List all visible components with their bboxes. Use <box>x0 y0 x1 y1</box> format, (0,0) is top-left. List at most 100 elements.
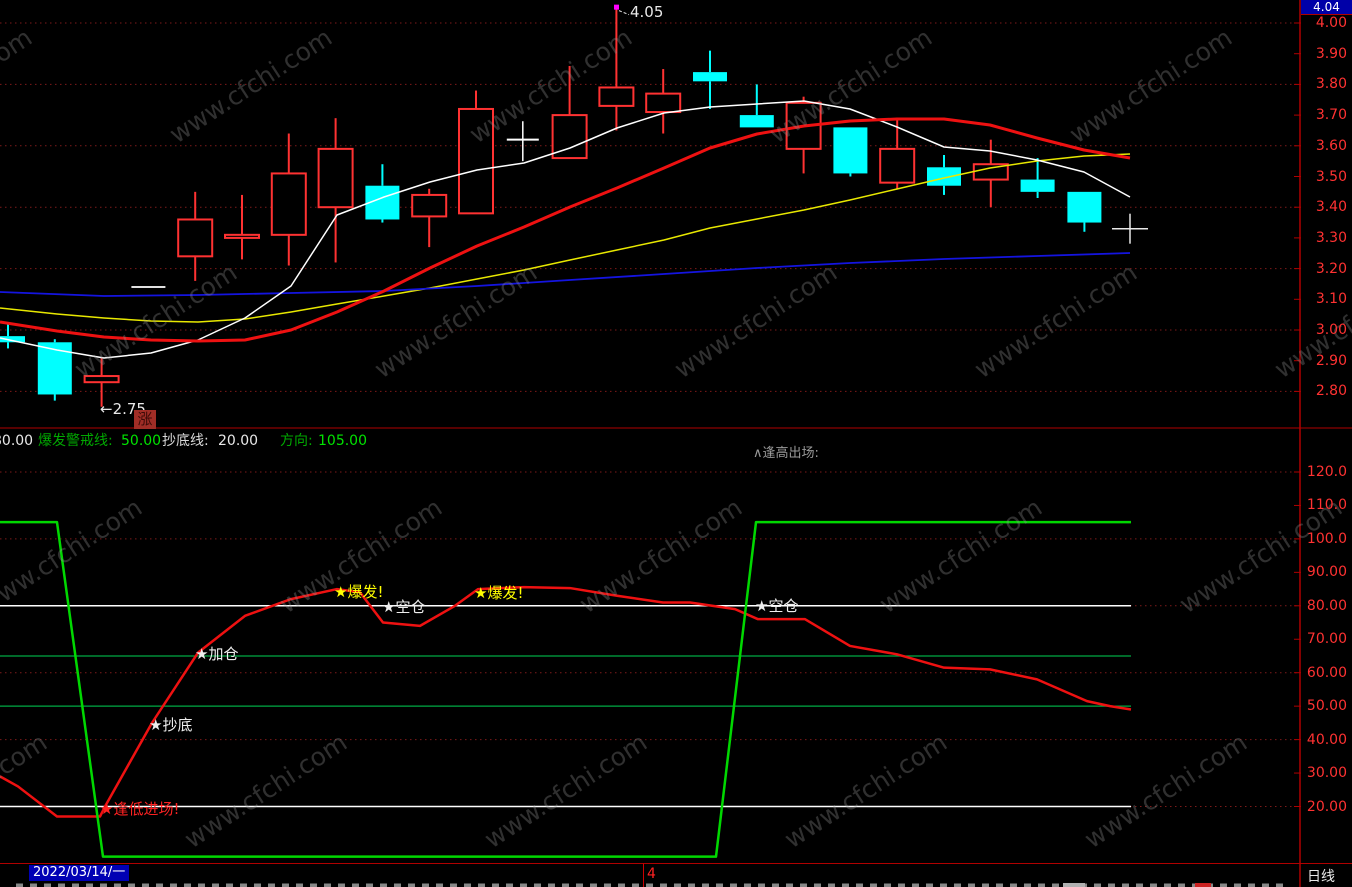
crosshair-price-badge: 4.04 <box>1301 0 1352 15</box>
clipped-text-row <box>450 883 457 887</box>
indicator-header-value-bottom-line: 20.00 <box>218 433 259 449</box>
clipped-text-row <box>114 883 121 887</box>
indicator-header-label-bottom-line: 抄底线: <box>162 433 209 449</box>
clipped-text-row <box>758 883 765 887</box>
signal-label: ★逢低进场! <box>100 800 180 818</box>
candle-body <box>551 114 588 160</box>
price-axis-label: 2.80 <box>1315 383 1347 400</box>
clipped-text-row <box>716 883 723 887</box>
clipped-text-row <box>828 883 835 887</box>
clipped-text-row <box>1248 883 1255 887</box>
clipped-text-row <box>856 883 863 887</box>
candle-body <box>177 218 214 258</box>
indicator-header-value-direction: 105.00 <box>318 433 367 449</box>
indicator-header-label-burst-line: 爆发警戒线: <box>38 433 113 449</box>
crosshair-date-badge: 2022/03/14/一 <box>29 865 130 881</box>
clipped-text-row <box>646 883 653 887</box>
clipped-text-row <box>590 883 597 887</box>
clipped-text-row <box>940 883 947 887</box>
clipped-text-row <box>1038 883 1045 887</box>
clipped-text-row <box>1178 883 1185 887</box>
indicator-axis-label: 70.00 <box>1306 631 1347 648</box>
candle-body <box>270 172 307 236</box>
direction-line <box>0 520 1131 858</box>
clipped-text-row <box>926 883 933 887</box>
clipped-text-row <box>1195 883 1211 887</box>
price-axis-label: 3.20 <box>1315 260 1347 277</box>
candle-body <box>1067 191 1102 223</box>
clipped-text-row <box>884 883 891 887</box>
clipped-text-row <box>800 883 807 887</box>
clipped-text-row <box>226 883 233 887</box>
rise-stamp-icon: 涨 <box>134 410 156 429</box>
clipped-text-row <box>1010 883 1017 887</box>
clipped-text-row <box>548 883 555 887</box>
price-axis-label: 3.00 <box>1315 322 1347 338</box>
clipped-text-row <box>100 883 107 887</box>
high-price-annotation: 4.05 <box>630 3 664 21</box>
price-axis-label: 3.90 <box>1315 45 1347 62</box>
clipped-text-row <box>86 883 93 887</box>
clipped-text-row <box>786 883 793 887</box>
candle-body <box>224 233 260 239</box>
period-label[interactable]: 日线 <box>1307 869 1335 885</box>
candle-body <box>1020 179 1055 192</box>
indicator-axis-label: 90.00 <box>1306 564 1347 581</box>
high-marker-dot <box>614 4 619 10</box>
clipped-text-row <box>674 883 681 887</box>
clipped-text-row <box>1262 883 1269 887</box>
candle-body <box>833 127 868 174</box>
clipped-text-row <box>44 883 51 887</box>
clipped-text-row <box>660 883 667 887</box>
candle-body <box>83 375 120 384</box>
clipped-text-row <box>1108 883 1115 887</box>
clipped-text-row <box>618 883 625 887</box>
indicator-red-line <box>0 585 1132 818</box>
clipped-text-row <box>1122 883 1129 887</box>
clipped-text-row <box>1024 883 1031 887</box>
indicator-axis-label: 60.00 <box>1306 664 1347 681</box>
clipped-text-row <box>268 883 275 887</box>
signal-label: ★爆发! <box>474 584 524 602</box>
clipped-text-row <box>520 883 527 887</box>
indicator-axis-label: 40.00 <box>1306 731 1347 748</box>
clipped-text-row <box>16 883 23 887</box>
clipped-text-row <box>492 883 499 887</box>
indicator-axis-label: 120.0 <box>1306 464 1347 480</box>
clipped-text-row <box>170 883 177 887</box>
price-axis-label: 3.10 <box>1315 291 1347 308</box>
clipped-text-row <box>1136 883 1143 887</box>
clipped-text-row <box>982 883 989 887</box>
clipped-text-row <box>1052 883 1059 887</box>
indicator-axis-label: 30.00 <box>1306 765 1347 782</box>
clipped-text-row <box>562 883 569 887</box>
signal-label: ★空仓 <box>755 597 799 615</box>
candle-body <box>645 92 682 114</box>
candle-body <box>693 72 727 82</box>
clipped-text-row <box>324 883 331 887</box>
clipped-text-row <box>352 883 359 887</box>
candle-body <box>879 147 916 184</box>
clipped-text-row <box>282 883 289 887</box>
clipped-text-row <box>338 883 345 887</box>
clipped-text-row <box>506 883 513 887</box>
clipped-text-row <box>1234 883 1241 887</box>
clipped-text-row <box>702 883 709 887</box>
clipped-text-row <box>814 883 821 887</box>
price-axis-label: 3.60 <box>1315 137 1347 154</box>
clipped-text-row <box>296 883 303 887</box>
ma-red <box>0 117 1131 343</box>
clipped-text-row <box>1150 883 1157 887</box>
indicator-axis-label: 110.0 <box>1306 497 1347 514</box>
clipped-text-row <box>632 883 639 887</box>
signal-label: ★抄底 <box>149 716 193 734</box>
clipped-text-row <box>184 883 191 887</box>
candle-body <box>598 86 635 107</box>
clipped-text-row <box>898 883 905 887</box>
clipped-text-row <box>954 883 961 887</box>
month-marker: 4 <box>647 866 656 882</box>
clipped-text-row <box>1220 883 1227 887</box>
indicator-axis-label: 100.0 <box>1306 530 1347 547</box>
price-axis-label: 3.80 <box>1315 76 1347 93</box>
